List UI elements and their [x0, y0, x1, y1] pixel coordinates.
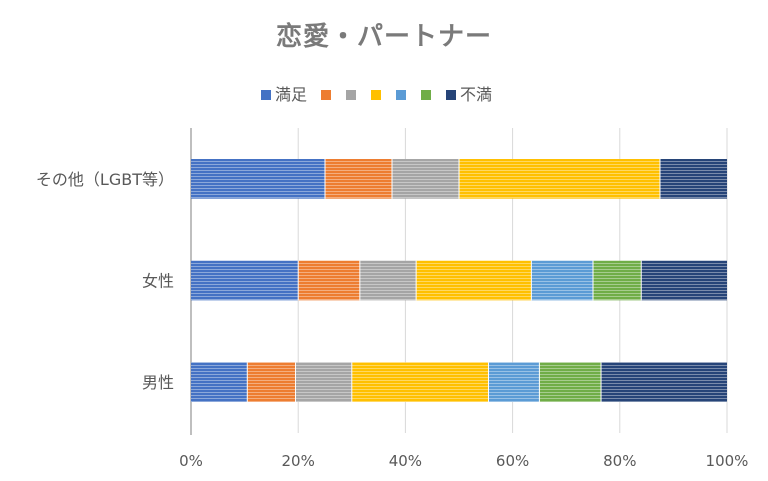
- x-tick-label: 80%: [603, 452, 636, 470]
- bar-segment-texture: [392, 159, 459, 199]
- legend-item: [321, 84, 331, 106]
- category-label: 女性: [142, 272, 174, 291]
- bar-segment-texture: [488, 362, 540, 402]
- x-tick-label: 60%: [496, 452, 529, 470]
- bar-segment-texture: [191, 159, 325, 199]
- bar-segment-texture: [351, 362, 489, 402]
- bar-segment-texture: [359, 260, 417, 301]
- legend-label: 不満: [460, 85, 493, 104]
- legend-swatch: [261, 90, 271, 100]
- legend-item: [371, 84, 381, 106]
- chart-title: 恋愛・パートナー: [275, 22, 492, 52]
- x-tick-label: 0%: [179, 452, 203, 470]
- legend-item: [346, 84, 356, 106]
- category-label: その他（LGBT等）: [36, 170, 174, 189]
- legend-item: 満足: [261, 84, 307, 106]
- bar-segment-texture: [539, 362, 602, 402]
- bar-segment-texture: [191, 362, 248, 402]
- bar-segment-texture: [295, 362, 352, 402]
- legend-item: [421, 84, 431, 106]
- bar-segment-texture: [660, 159, 727, 199]
- x-tick-label: 20%: [282, 452, 315, 470]
- bar-segment-texture: [459, 159, 660, 199]
- bar-segment-texture: [416, 260, 532, 301]
- x-tick-label: 100%: [706, 452, 749, 470]
- legend-label: 満足: [275, 85, 308, 104]
- bar-segment-texture: [593, 260, 642, 301]
- legend: 満足 不満: [0, 84, 768, 106]
- legend-swatch: [396, 90, 406, 100]
- legend-swatch: [346, 90, 356, 100]
- bar-segment-texture: [325, 159, 392, 199]
- legend-swatch: [421, 90, 431, 100]
- bar-segment-texture: [601, 362, 727, 402]
- legend-swatch: [321, 90, 331, 100]
- legend-swatch: [446, 90, 456, 100]
- category-label: 男性: [142, 373, 174, 392]
- legend-item: [396, 84, 406, 106]
- bar-segment-texture: [531, 260, 593, 301]
- bar-segment-texture: [641, 260, 727, 301]
- bar-segment-texture: [298, 260, 360, 301]
- x-tick-label: 40%: [389, 452, 422, 470]
- bar-segment-texture: [247, 362, 296, 402]
- legend-item: 不満: [446, 84, 492, 106]
- legend-swatch: [371, 90, 381, 100]
- bar-segment-texture: [191, 260, 299, 301]
